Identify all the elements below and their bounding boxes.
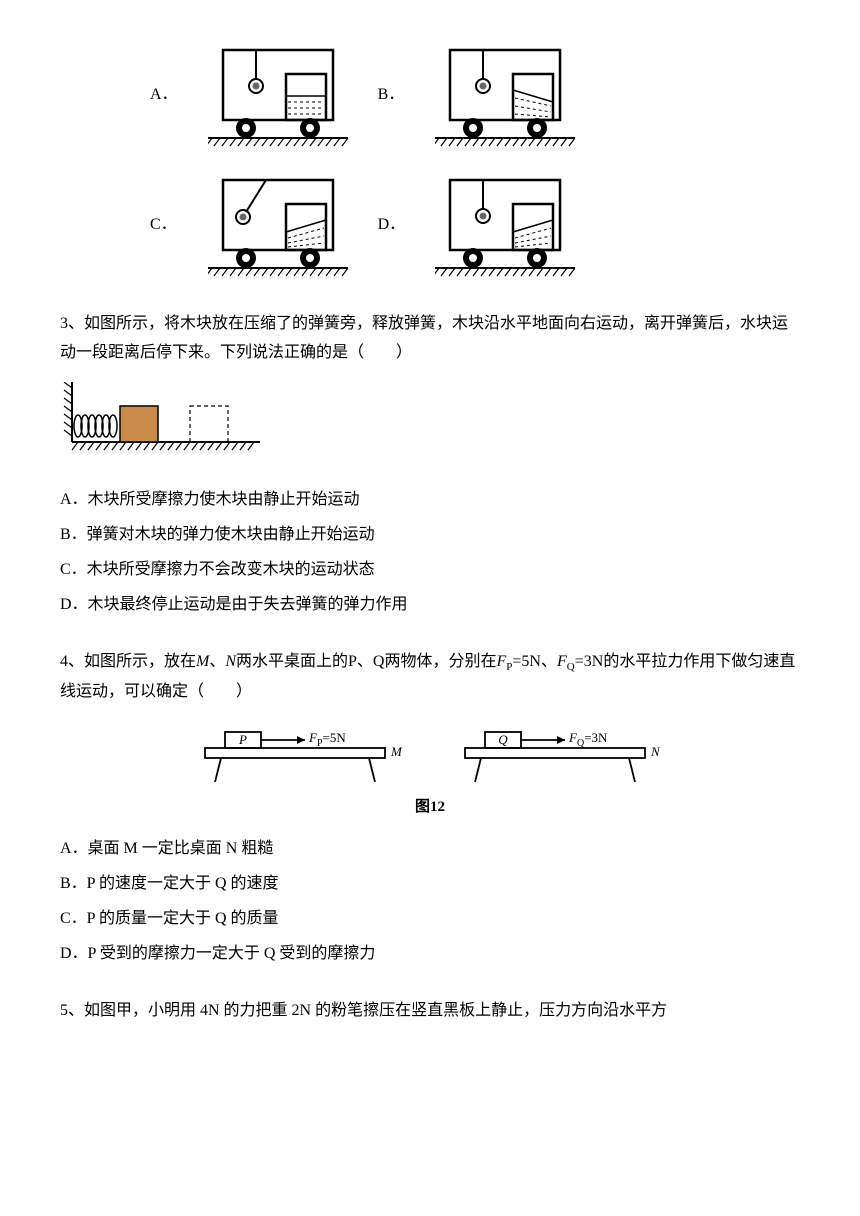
q3-option-b: B．弹簧对木块的弹力使木块由静止开始运动 <box>60 521 800 550</box>
q3-option-c: C．木块所受摩擦力不会改变木块的运动状态 <box>60 556 800 585</box>
q4-options: A．桌面 M 一定比桌面 N 粗糙 B．P 的速度一定大于 Q 的速度 C．P … <box>60 835 800 968</box>
q4-option-b: B．P 的速度一定大于 Q 的速度 <box>60 870 800 899</box>
q4: 4、如图所示，放在M、N两水平桌面上的P、Q两物体，分别在FP=5N、FQ=3N… <box>60 648 800 969</box>
q4-stem: 4、如图所示，放在M、N两水平桌面上的P、Q两物体，分别在FP=5N、FQ=3N… <box>60 648 800 707</box>
q2-cart-c <box>208 170 348 280</box>
q3: 3、如图所示，将木块放在压缩了的弹簧旁，释放弹簧，木块沿水平地面向右运动，离开弹… <box>60 310 800 620</box>
q2-cart-a <box>208 40 348 150</box>
q5-stem: 5、如图甲，小明用 4N 的力把重 2N 的粉笔擦压在竖直黑板上静止，压力方向沿… <box>60 997 800 1026</box>
q2-cart-options: A． B． <box>150 40 800 280</box>
q4-caption: 图12 <box>415 794 445 821</box>
q2-option-d-label: D． <box>378 211 406 240</box>
q3-option-a: A．木块所受摩擦力使木块由静止开始运动 <box>60 486 800 515</box>
svg-text:Q: Q <box>498 732 508 747</box>
q4-option-c: C．P 的质量一定大于 Q 的质量 <box>60 905 800 934</box>
q2-cart-d <box>435 170 575 280</box>
q2-option-a-label: A． <box>150 81 178 110</box>
svg-text:FP=5N: FP=5N <box>308 730 346 749</box>
q2-option-b-label: B． <box>378 81 406 110</box>
svg-text:P: P <box>238 732 247 747</box>
svg-text:FQ=3N: FQ=3N <box>568 730 608 749</box>
q3-stem: 3、如图所示，将木块放在压缩了的弹簧旁，释放弹簧，木块沿水平地面向右运动，离开弹… <box>60 310 800 368</box>
q3-options: A．木块所受摩擦力使木块由静止开始运动 B．弹簧对木块的弹力使木块由静止开始运动… <box>60 486 800 619</box>
q2-cart-b <box>435 40 575 150</box>
q4-option-d: D．P 受到的摩擦力一定大于 Q 受到的摩擦力 <box>60 940 800 969</box>
q4-diagram: P FP=5N M Q FQ=3N N 图12 <box>60 720 800 821</box>
q2-option-c-label: C． <box>150 211 178 240</box>
q3-diagram <box>60 382 800 473</box>
q3-option-d: D．木块最终停止运动是由于失去弹簧的弹力作用 <box>60 591 800 620</box>
svg-text:N: N <box>650 744 661 759</box>
q4-option-a: A．桌面 M 一定比桌面 N 粗糙 <box>60 835 800 864</box>
svg-text:M: M <box>390 744 403 759</box>
